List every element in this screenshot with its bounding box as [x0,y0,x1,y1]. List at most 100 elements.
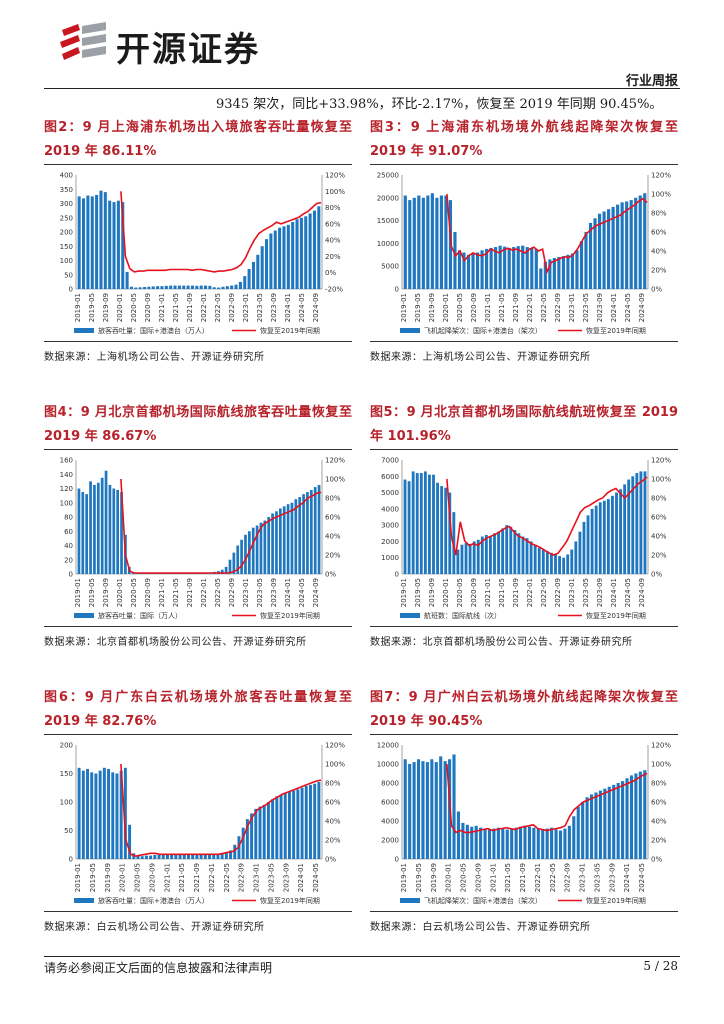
bar [407,481,411,574]
legend-bar-swatch [74,328,94,333]
bar [643,770,647,859]
bar [102,767,106,859]
x-tick-label: 2023-09 [270,293,278,322]
bar [534,248,538,289]
bar [439,756,443,859]
left-tick-label: 40 [64,542,73,550]
x-tick-label: 2019-05 [414,293,422,322]
x-tick-label: 2020-09 [470,578,478,607]
right-tick-label: 60% [651,799,667,807]
bar [464,543,468,574]
bar [561,256,565,289]
bar [306,492,309,574]
bar [602,500,606,574]
right-tick-label: 40% [651,533,667,541]
bar [484,534,488,574]
bar [271,799,275,859]
figure-title-rule [370,734,678,735]
bar [251,527,255,574]
x-tick-label: 2021-09 [193,863,201,892]
x-tick-label: 2019-01 [400,293,408,322]
bar [435,197,439,289]
bar [453,232,457,289]
x-tick-label: 2021-09 [186,293,194,322]
legend-line-label: 恢复至2019年同期 [586,326,646,335]
bar [507,247,511,289]
bar [461,822,465,859]
x-tick-label: 2022-09 [554,293,562,322]
x-tick-label: 2023-01 [579,863,587,892]
legend-line-label: 恢复至2019年同期 [260,326,320,335]
brand-logo-icon [60,22,106,60]
bar [510,828,514,859]
x-tick-label: 2020-01 [116,578,124,607]
x-tick-label: 2022-05 [223,863,231,892]
bar [96,482,100,574]
bar [567,825,571,859]
x-tick-label: 2020-05 [130,578,138,607]
bar [631,476,635,574]
bar [621,781,625,859]
x-tick-label: 2019-09 [430,863,438,892]
bar [634,197,638,289]
bar [489,536,492,574]
bar [615,492,618,574]
bar [182,285,186,289]
bar [275,511,278,574]
bar [243,276,247,289]
x-tick-label: 2022-09 [564,863,572,892]
figure-chart: 0 1000 2000 3000 4000 5000 6000 7000 0% 20% 40% 60%… [370,454,678,626]
bar [151,286,155,289]
chart-svg: 0 50 100 150 200 0% 20% 40% 60% 80% 100% 120% 2019-0… [60,742,346,906]
x-tick-label: 2023-01 [568,293,576,322]
bar [225,286,229,289]
bar [607,786,611,859]
x-tick-label: 2020-05 [130,293,138,322]
bar [317,206,321,289]
figure-title: 图3：9 上海浦东机场境外航线起降架次恢复至 2019 年 91.07% [370,120,678,159]
left-tick-label: 120 [60,485,73,493]
bar [237,836,241,859]
figure-chart: 0 50 100 150 200 0% 20% 40% 60% 80% 100% 120% 2019-0… [44,739,352,911]
bar [129,286,133,289]
bar [635,473,639,574]
left-tick-label: 10000 [377,240,399,248]
bar [292,790,296,859]
bar [77,196,81,289]
bar [434,762,438,859]
bar [575,250,579,289]
bar [616,783,620,859]
bar [278,508,282,574]
bar [425,762,429,859]
right-tick-label: 40% [325,237,341,245]
figure-title: 图6：9 月广东白云机场境外旅客吞吐量恢复至 2019 年 82.76% [44,690,352,729]
right-tick-label: 60% [651,514,667,522]
left-tick-label: 0 [395,571,399,579]
bar [629,775,634,859]
bar [136,856,140,859]
x-tick-label: 2020-01 [119,863,127,892]
bar [174,855,178,859]
bar [639,471,643,574]
x-tick-label: 2021-05 [172,578,180,607]
bar [169,285,173,289]
bar [81,492,85,574]
bar [421,197,425,289]
x-tick-label: 2019-05 [414,578,422,607]
x-tick-label: 2020-09 [474,863,482,892]
bar [119,770,123,859]
bar [262,804,266,859]
x-tick-label: 2021-01 [158,578,166,607]
bar [221,286,225,289]
bar [263,520,267,574]
x-tick-label: 2021-05 [178,863,186,892]
bar [472,541,476,574]
x-tick-label: 2021-09 [519,863,527,892]
right-tick-label: 0% [651,286,662,294]
bar [412,762,416,859]
right-tick-label: 20% [651,267,667,275]
bar [566,554,570,574]
bar [643,471,647,574]
bar [415,473,419,574]
bar [527,826,531,859]
